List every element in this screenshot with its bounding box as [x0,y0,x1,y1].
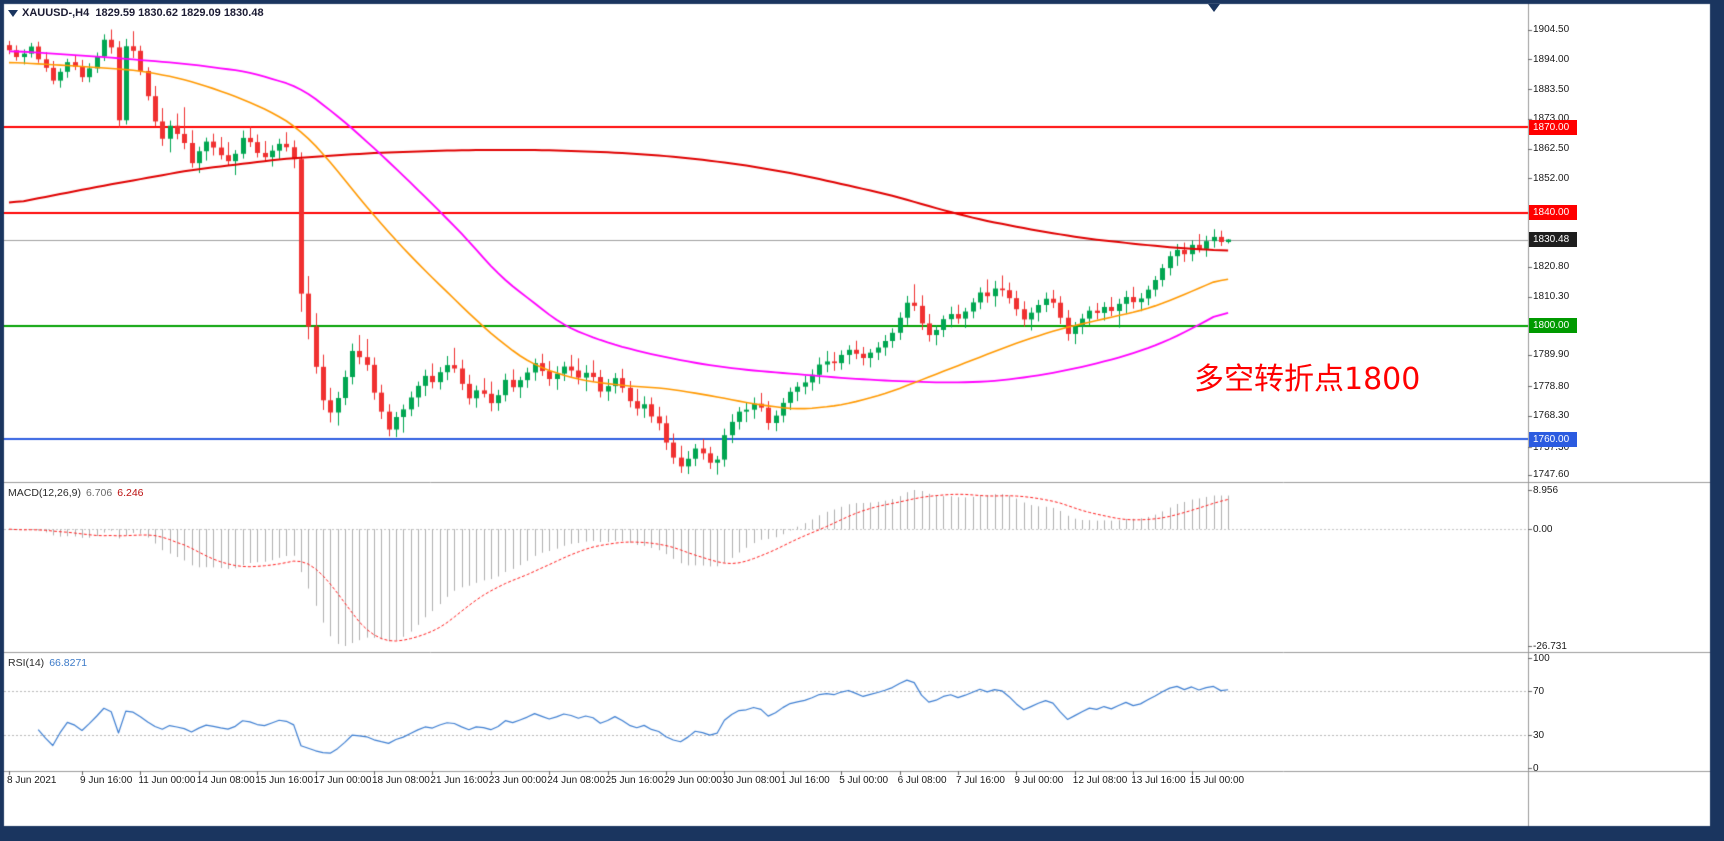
rsi-tick-label: 100 [1533,652,1550,664]
macd-tick-label: -26.731 [1533,640,1567,652]
rsi-value: 66.8271 [49,657,88,669]
rsi-tick-label: 70 [1533,685,1545,697]
time-axis-label: 6 Jul 08:00 [897,775,947,786]
price-tick-label: 1904.50 [1533,24,1570,36]
time-axis-label: 23 Jun 00:00 [488,775,547,786]
time-axis-label: 14 Jun 08:00 [196,775,255,786]
macd-tick-label: 0.00 [1533,523,1553,535]
time-axis-label: 25 Jun 16:00 [605,775,664,786]
macd-label: MACD(12,26,9) [8,487,81,499]
price-tag-resistance-1870[interactable]: 1870.00 [1529,119,1577,135]
price-tick-label: 1810.30 [1533,291,1570,303]
price-tick-label: 1862.50 [1533,143,1570,155]
time-axis-label: 15 Jun 16:00 [255,775,314,786]
price-tick-label: 1894.00 [1533,53,1570,65]
price-tick-label: 1883.50 [1533,83,1570,95]
rsi-tick-label: 0 [1533,762,1539,774]
chart-shift-marker-icon[interactable] [1208,4,1220,12]
time-axis-label: 11 Jun 00:00 [138,775,196,786]
time-axis-label: 30 Jun 08:00 [722,775,781,786]
macd-indicator-label: MACD(12,26,9) 6.706 6.246 [8,487,144,499]
time-axis-label: 1 Jul 16:00 [780,775,830,786]
macd-main-value: 6.706 [85,487,113,499]
price-tick-label: 1789.90 [1533,349,1570,361]
price-tick-label: 1757.30 [1533,441,1570,453]
price-tick-label: 1778.80 [1533,380,1570,392]
price-tick-label: 1873.00 [1533,113,1570,125]
rsi-label: RSI(14) [8,657,45,669]
chart-title-triangle-icon [8,9,18,17]
chart-ohlc-values: 1829.59 1830.62 1829.09 1830.48 [95,7,264,19]
time-axis-label: 29 Jun 00:00 [664,775,722,786]
price-tick-label: 1768.30 [1533,410,1570,422]
time-axis-label: 15 Jul 00:00 [1189,775,1245,786]
price-tick-label: 1747.60 [1533,469,1570,481]
price-tick-label: 1852.00 [1533,172,1570,184]
rsi-indicator-label: RSI(14) 66.8271 [8,657,87,669]
rsi-tick-label: 30 [1533,729,1545,741]
time-axis-label: 9 Jun 16:00 [80,775,133,786]
time-axis-label: 18 Jun 08:00 [372,775,430,786]
time-axis-label: 12 Jul 08:00 [1072,775,1128,786]
time-axis-label: 13 Jul 16:00 [1131,775,1186,786]
annotation-text[interactable]: 多空转折点1800 [1194,362,1421,397]
price-tag-resistance-1840[interactable]: 1840.00 [1529,205,1577,220]
time-axis-label: 7 Jul 16:00 [956,775,1005,786]
price-tick-label: 1820.80 [1533,261,1570,273]
time-axis-label: 21 Jun 16:00 [430,775,489,786]
chart-symbol-period: XAUUSD-,H4 [22,7,90,19]
time-axis-label: 5 Jul 00:00 [839,775,889,786]
chart-title: XAUUSD-,H4 1829.59 1830.62 1829.09 1830.… [8,7,264,19]
price-tag-current-price[interactable]: 1830.48 [1529,232,1577,247]
time-axis-label: 8 Jun 2021 [7,775,57,786]
macd-tick-label: 8.956 [1533,484,1559,496]
price-tag-support-1760[interactable]: 1760.00 [1529,431,1577,447]
macd-signal-value: 6.246 [117,487,144,499]
time-axis-label: 9 Jul 00:00 [1014,775,1064,786]
price-tag-support-1800[interactable]: 1800.00 [1529,318,1577,334]
time-axis-label: 24 Jun 08:00 [547,775,606,786]
time-axis-label: 17 Jun 00:00 [313,775,372,786]
